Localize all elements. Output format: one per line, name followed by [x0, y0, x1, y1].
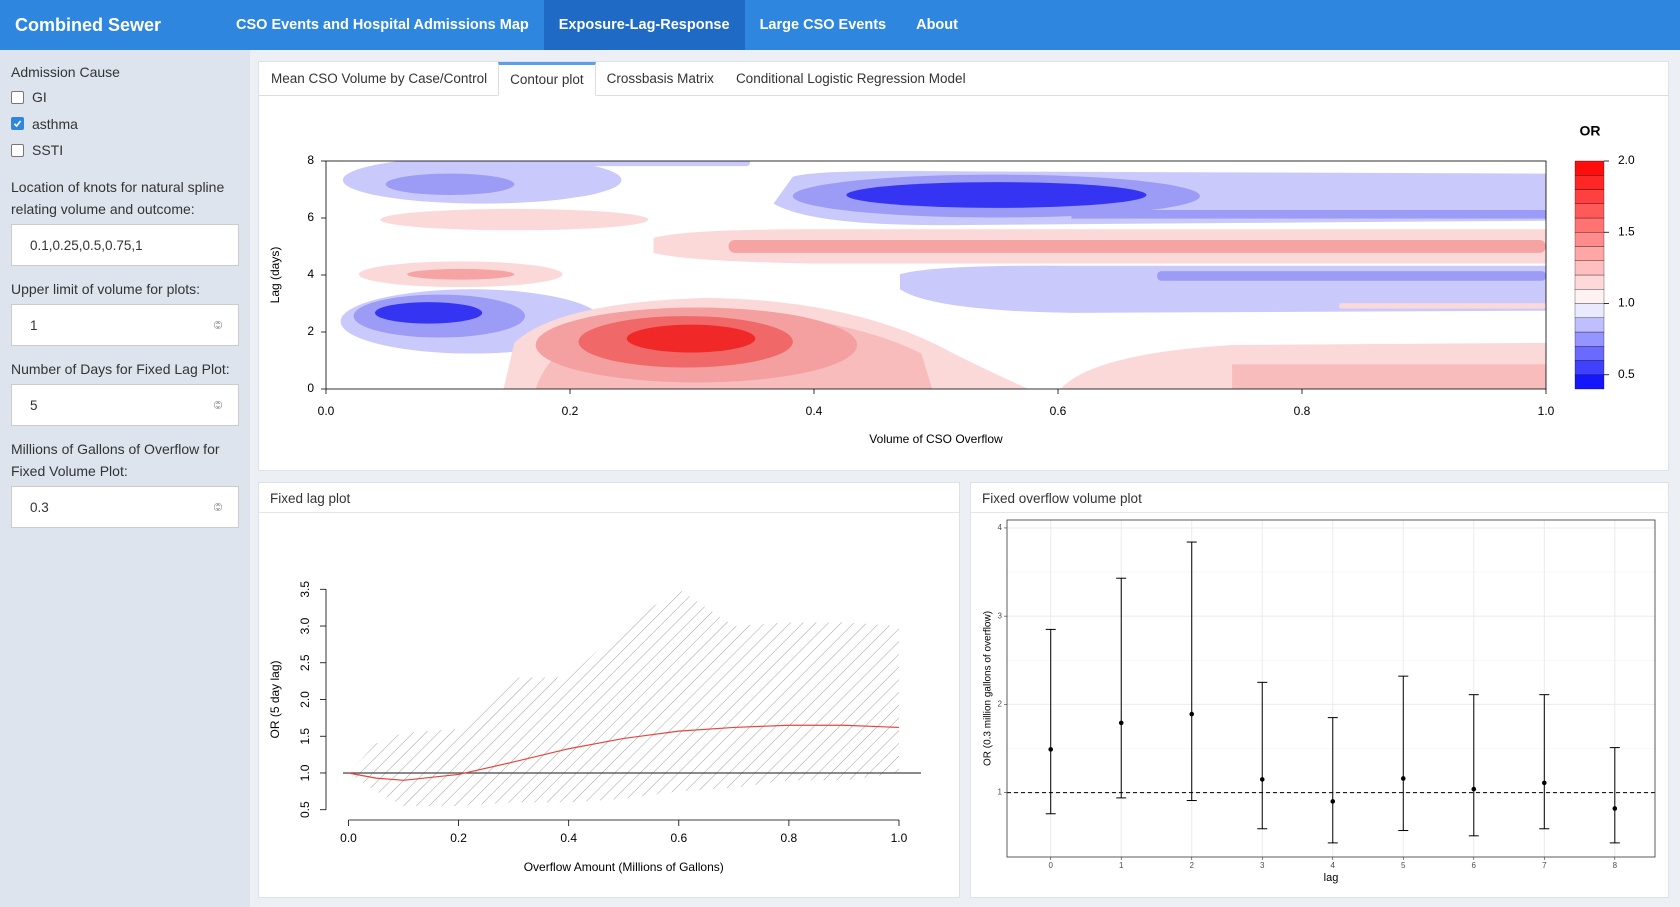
checkbox-label: SSTI: [32, 142, 64, 159]
input-value: 1: [30, 317, 38, 333]
sidebar: Admission Cause GI asthma SSTI Location of…: [0, 50, 250, 907]
checkbox-label: GI: [32, 89, 47, 106]
checkbox-label: asthma: [32, 115, 78, 132]
brand[interactable]: Combined Sewer Overflow: [15, 15, 162, 85]
spinner[interactable]: [214, 399, 222, 411]
input-label: Upper limit of volume for plots:: [11, 280, 201, 297]
nav-tab[interactable]: Exposure-Lag-Response: [543, 0, 745, 50]
check-icon: [13, 120, 22, 128]
input-label: Millions of Gallons of Overflow for Fixe…: [11, 440, 220, 479]
input-value: 0.1,0.25,0.5,0.75,1: [30, 237, 143, 253]
input-value: 0.3: [30, 499, 49, 515]
nav-tab[interactable]: About: [916, 17, 958, 33]
spinner[interactable]: [214, 501, 222, 513]
tab-bar: Mean CSO Volume by Case/Control Contour …: [259, 62, 1668, 96]
tab[interactable]: Crossbasis Matrix: [606, 71, 714, 86]
fixed-volume-panel: Fixed overflow volume plot: [970, 482, 1669, 898]
checkbox-row[interactable]: asthma: [11, 111, 239, 138]
text-input[interactable]: 0.3: [11, 485, 239, 528]
tab[interactable]: Contour plot: [498, 62, 596, 96]
checkbox-row[interactable]: GI: [11, 84, 239, 111]
spinner[interactable]: [214, 319, 222, 331]
contour-panel: Mean CSO Volume by Case/Control Contour …: [258, 61, 1669, 471]
text-input[interactable]: 0.1,0.25,0.5,0.75,1: [11, 223, 239, 266]
panel-title: Fixed lag plot: [259, 483, 959, 513]
checkbox[interactable]: [11, 143, 24, 157]
checkbox-row[interactable]: SSTI: [11, 137, 239, 164]
tab[interactable]: Mean CSO Volume by Case/Control: [271, 71, 488, 86]
label: Admission Cause: [11, 64, 120, 80]
tab[interactable]: Conditional Logistic Regression Model: [735, 71, 966, 86]
nav-tab[interactable]: Large CSO Events: [759, 17, 887, 33]
checkbox[interactable]: [11, 117, 24, 131]
text-input[interactable]: 5: [11, 383, 239, 426]
navbar: Combined Sewer Overflow CSO Events and H…: [0, 0, 1680, 85]
input-label: Number of Days for Fixed Lag Plot:: [11, 360, 230, 377]
input-label: Location of knots for natural spline rel…: [11, 178, 225, 217]
text-input[interactable]: 1: [11, 303, 239, 346]
inputs: Location of knots for natural spline rel…: [11, 176, 239, 528]
panel-title: Fixed overflow volume plot: [971, 483, 1668, 513]
checkbox-group: GI asthma SSTI: [11, 84, 239, 164]
input-value: 5: [30, 397, 38, 413]
nav-tab[interactable]: CSO Events and Hospital Admissions Map: [236, 17, 529, 33]
checkbox[interactable]: [11, 90, 24, 104]
fixed-lag-panel: Fixed lag plot: [258, 482, 960, 898]
